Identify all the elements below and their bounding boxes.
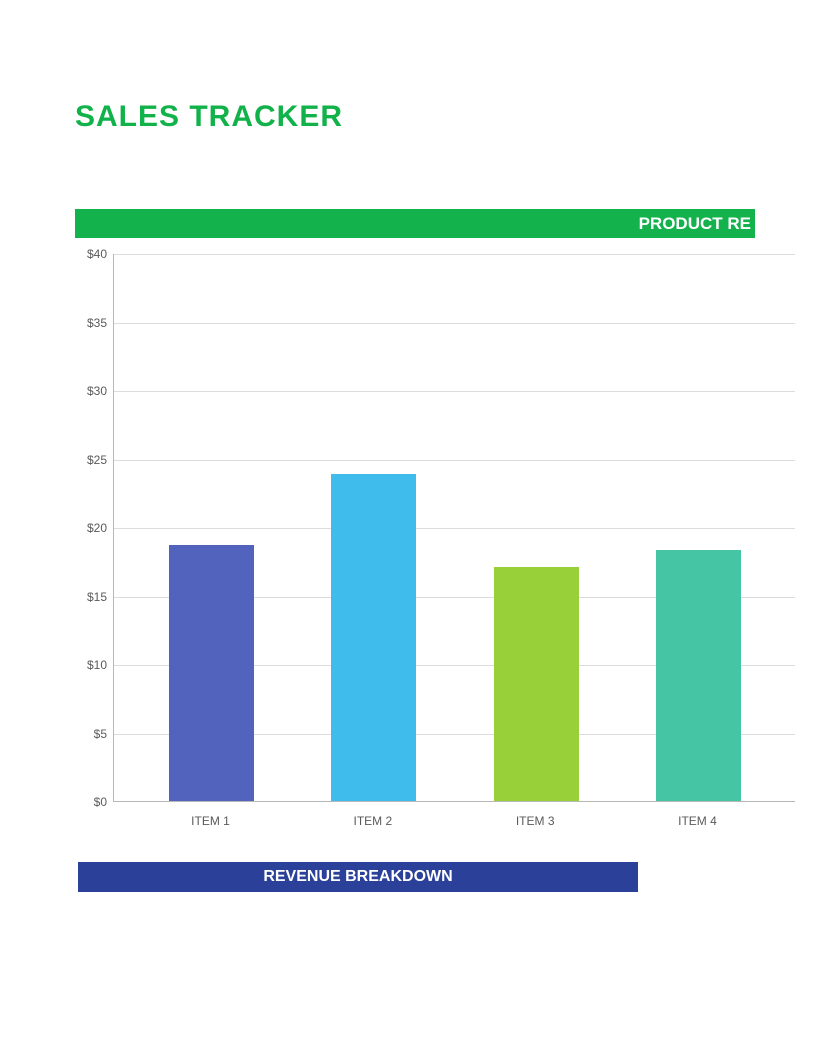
bar — [169, 545, 254, 801]
product-banner-label: PRODUCT RE — [639, 214, 751, 234]
gridline — [114, 460, 795, 461]
gridline — [114, 323, 795, 324]
xtick-label: ITEM 1 — [191, 814, 230, 828]
gridline — [114, 528, 795, 529]
xtick-label: ITEM 3 — [516, 814, 555, 828]
ytick-label: $0 — [75, 795, 107, 809]
gridline — [114, 391, 795, 392]
ytick-label: $35 — [75, 316, 107, 330]
ytick-label: $10 — [75, 658, 107, 672]
chart-container: $0 $5 $10 $15 $20 $25 $30 $35 $40 ITEM 1 ITEM 2 ITE… — [75, 246, 795, 842]
revenue-breakdown-label: REVENUE BREAKDOWN — [263, 868, 452, 886]
ytick-label: $40 — [75, 247, 107, 261]
revenue-bars-chart: $0 $5 $10 $15 $20 $25 $30 $35 $40 ITEM 1 ITEM 2 ITE… — [75, 246, 795, 842]
bar — [331, 474, 416, 801]
xtick-label: ITEM 4 — [678, 814, 717, 828]
gridline — [114, 254, 795, 255]
ytick-label: $15 — [75, 590, 107, 604]
revenue-breakdown-banner: REVENUE BREAKDOWN — [78, 862, 638, 892]
page-title: SALES TRACKER — [75, 100, 343, 134]
ytick-label: $5 — [75, 727, 107, 741]
product-banner: PRODUCT RE — [75, 209, 755, 238]
plot-area — [113, 254, 795, 802]
ytick-label: $30 — [75, 384, 107, 398]
xtick-label: ITEM 2 — [353, 814, 392, 828]
ytick-label: $20 — [75, 521, 107, 535]
ytick-label: $25 — [75, 453, 107, 467]
bar — [656, 550, 741, 801]
bar — [494, 567, 579, 801]
